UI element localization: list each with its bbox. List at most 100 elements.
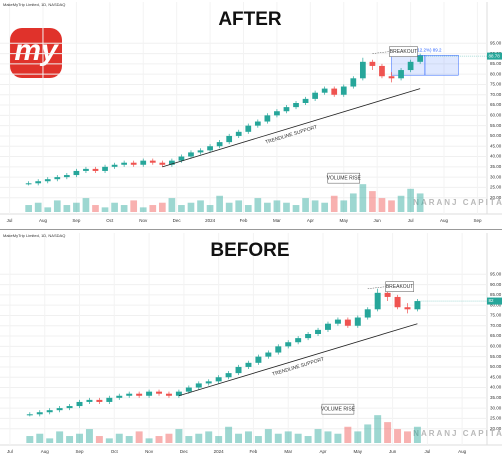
volume-bar xyxy=(369,191,376,212)
volume-bar xyxy=(254,436,262,443)
candle-body xyxy=(63,175,70,178)
x-tick-label: Jun xyxy=(374,218,382,223)
candle-body xyxy=(25,183,32,185)
breakout-pointer xyxy=(367,286,386,289)
chart-subtitle: MakeMyTrip Limited, 1D, NASDAQ xyxy=(3,233,65,238)
candle-body xyxy=(226,135,233,143)
volume-bar xyxy=(120,205,128,212)
candle-body xyxy=(254,121,261,126)
y-tick-label: 90.00 xyxy=(490,282,502,287)
x-tick-label: May xyxy=(354,449,363,454)
candle-body xyxy=(26,414,33,416)
volume-bar xyxy=(413,426,421,443)
candle-body xyxy=(126,393,133,396)
y-tick-label: 80.00 xyxy=(490,302,502,307)
candle-body xyxy=(283,107,290,112)
volume-bar xyxy=(294,433,302,443)
y-tick-label: 30.00 xyxy=(490,405,502,410)
volume-bar xyxy=(155,436,163,443)
volume-bar xyxy=(25,205,32,212)
volume-note: VOLUME RISE xyxy=(327,175,362,181)
candle-body xyxy=(374,292,381,310)
candle-body xyxy=(245,362,252,367)
last-price-badge xyxy=(487,297,502,305)
candle-body xyxy=(188,152,194,157)
volume-bar xyxy=(264,429,272,443)
volume-bar xyxy=(158,202,166,212)
y-tick-label: 85.00 xyxy=(490,61,502,66)
volume-bar xyxy=(283,202,290,212)
volume-bar xyxy=(225,426,233,443)
volume-bar xyxy=(244,205,252,212)
candle-body xyxy=(285,342,292,347)
candle-body xyxy=(169,160,175,165)
volume-bar xyxy=(244,431,252,443)
volume-bar xyxy=(26,436,34,443)
candle-body xyxy=(165,393,172,396)
candle-body xyxy=(111,164,118,167)
x-tick-label: Oct xyxy=(111,449,119,454)
breakout-box xyxy=(385,281,414,292)
candle-body xyxy=(102,166,108,171)
volume-bar xyxy=(195,433,203,443)
candle-body xyxy=(275,346,282,353)
candle-body xyxy=(264,115,271,122)
candle-body xyxy=(66,406,73,409)
volume-bar xyxy=(187,202,195,212)
candle-body xyxy=(417,55,424,62)
volume-bar xyxy=(105,438,113,443)
last-price: 88.78 xyxy=(489,53,501,58)
candle-body xyxy=(54,177,61,180)
candle-body xyxy=(295,338,302,343)
volume-bar xyxy=(95,436,103,443)
x-tick-label: Aug xyxy=(458,449,467,454)
y-tick-label: 45.00 xyxy=(490,143,502,148)
x-tick-label: Nov xyxy=(145,449,154,454)
volume-bar xyxy=(85,429,93,443)
y-tick-label: 70.00 xyxy=(490,92,502,97)
logo-badge xyxy=(10,28,62,78)
volume-bar xyxy=(215,436,223,443)
volume-bar xyxy=(394,429,402,443)
x-tick-label: Sep xyxy=(473,218,482,223)
volume-bar xyxy=(175,429,183,443)
candle-body xyxy=(225,373,232,378)
candle-body xyxy=(35,181,42,184)
volume-bar xyxy=(165,433,173,443)
candle-body xyxy=(364,309,371,318)
y-tick-label: 25.00 xyxy=(490,416,502,421)
candle-body xyxy=(407,61,414,71)
volume-bar xyxy=(149,205,157,212)
x-tick-label: Aug xyxy=(41,449,50,454)
candle-body xyxy=(73,170,80,176)
x-tick-label: 2024 xyxy=(214,449,225,454)
candle-body xyxy=(216,142,223,147)
candle-body xyxy=(56,408,63,411)
y-tick-label: 55.00 xyxy=(490,123,502,128)
volume-note-box xyxy=(321,403,355,415)
volume-bar xyxy=(235,433,243,443)
x-tick-label: Apr xyxy=(320,449,328,454)
candle-body xyxy=(195,383,202,388)
candle-body xyxy=(379,65,385,77)
y-tick-label: 95.00 xyxy=(490,40,502,45)
logo: my xyxy=(10,28,62,78)
volume-bar xyxy=(284,431,292,443)
candle-body xyxy=(331,88,338,95)
y-tick-label: 25.00 xyxy=(490,185,502,190)
y-tick-label: 55.00 xyxy=(490,354,502,359)
candle-body xyxy=(340,86,347,95)
watermark: NARANJ CAPITAL xyxy=(413,429,502,438)
volume-bar xyxy=(235,200,243,212)
candle-body xyxy=(136,393,143,396)
volume-bar xyxy=(311,200,319,212)
last-price-badge xyxy=(487,52,502,60)
y-tick-label: 35.00 xyxy=(490,164,502,169)
y-tick-label: 35.00 xyxy=(490,395,502,400)
volume-bar xyxy=(354,431,362,443)
watermark: NARANJ CAPITAL xyxy=(413,198,502,207)
candle-body xyxy=(86,399,93,402)
volume-bar xyxy=(349,193,357,212)
volume-bar xyxy=(404,431,411,443)
